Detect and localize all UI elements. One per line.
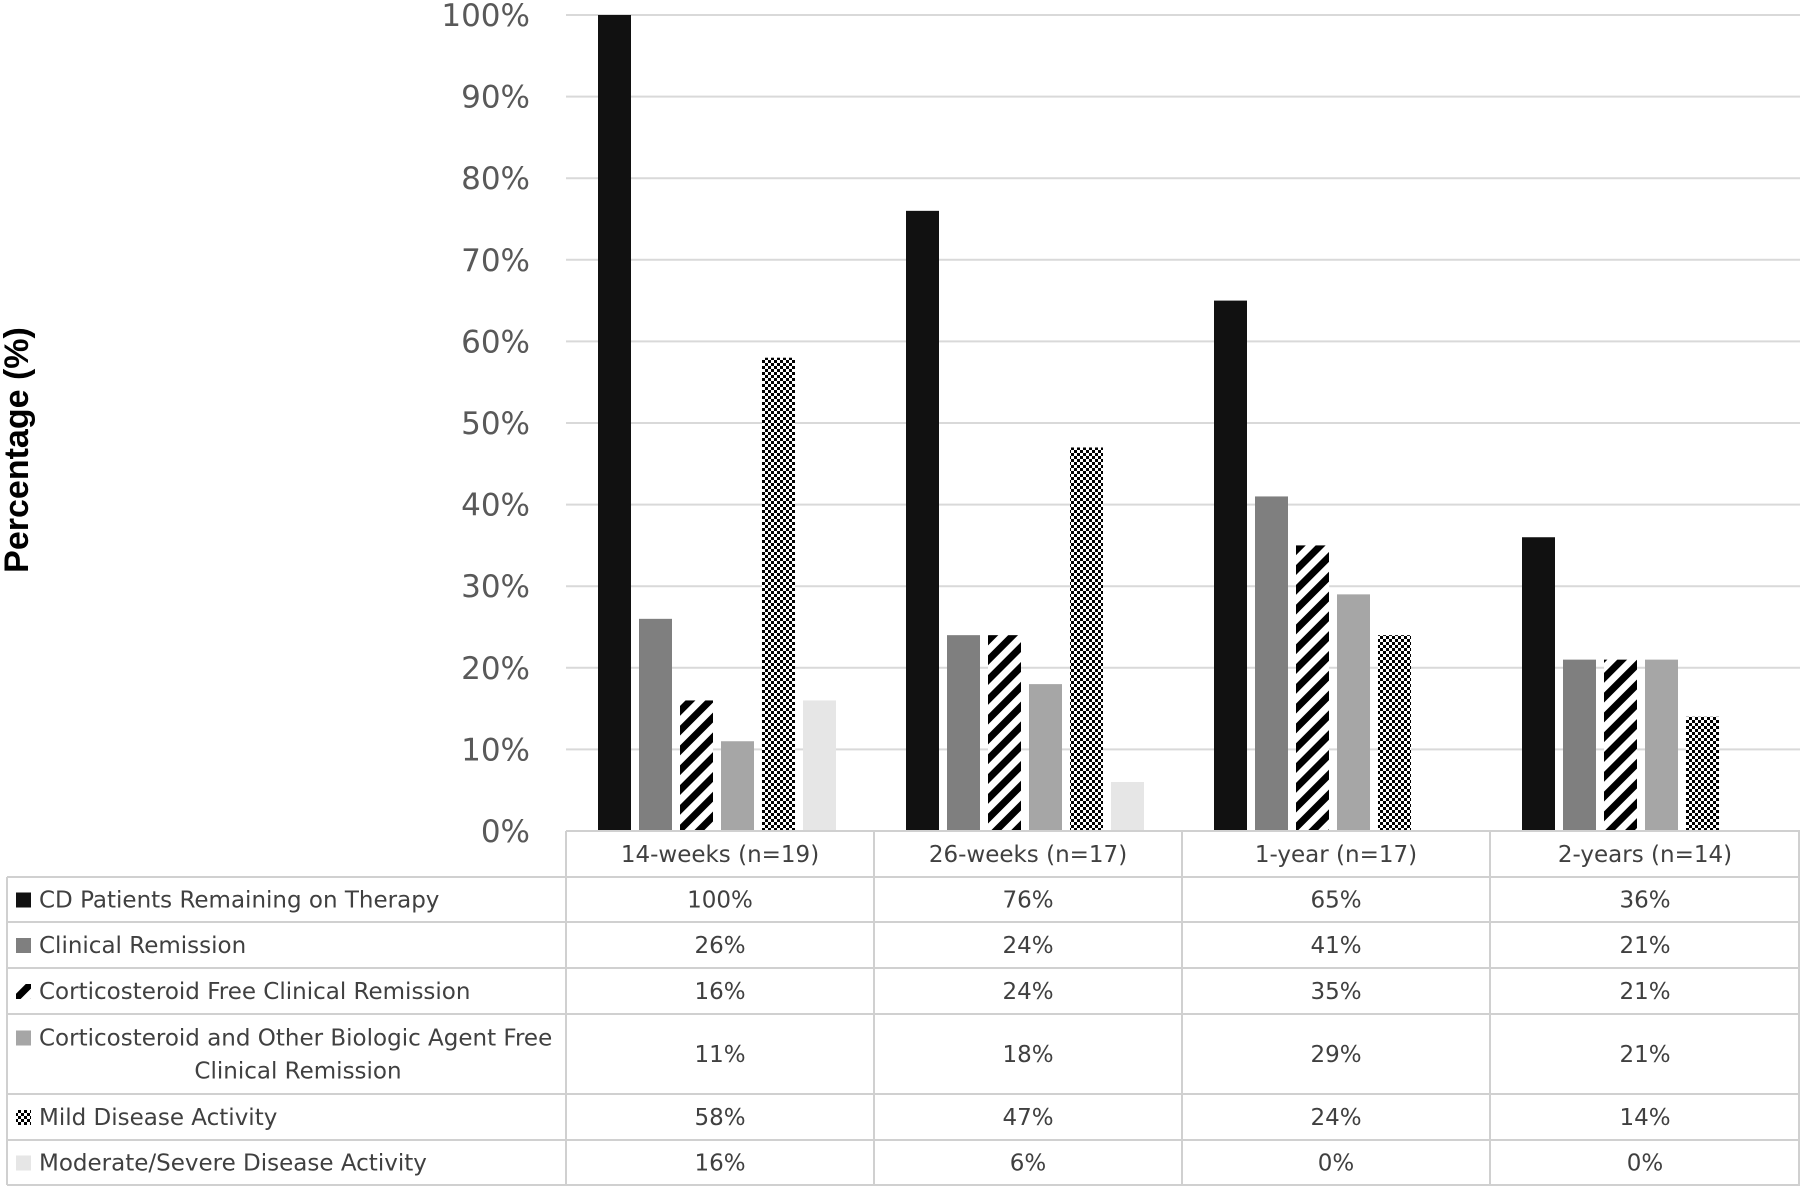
table-cell-value: 35% [1310,979,1361,1005]
table-cell-value: 24% [1002,933,1053,959]
table-cell-value: 11% [694,1042,745,1068]
y-axis-ticks: 0% 10% 20% 30% 40% 50% 60% 70% 80% 90% 100% [441,0,530,850]
bar [1070,447,1103,831]
bar [1378,635,1411,831]
data-table: 14-weeks (n=19) 26-weeks (n=17) 1-year (n=… [6,830,1800,1186]
table-cell-value: 24% [1310,1105,1361,1131]
bar [1214,300,1247,832]
series-name: Mild Disease Activity [39,1105,277,1131]
y-tick-label: 30% [461,569,530,605]
series-name: Moderate/Severe Disease Activity [39,1151,427,1177]
bar [1563,659,1596,831]
bar [1296,545,1329,831]
table-cell-value: 21% [1619,979,1670,1005]
table-cell-value: 65% [1310,888,1361,914]
bar [762,357,795,831]
table-cell-value: 21% [1619,1042,1670,1068]
bar [639,618,672,831]
bar [1686,716,1719,831]
table-cell-value: 0% [1318,1151,1355,1177]
table-cell-value: 41% [1310,933,1361,959]
table-cell-value: 58% [694,1105,745,1131]
bar [1337,594,1370,831]
bar [1111,782,1144,831]
y-tick-label: 60% [461,324,530,360]
table-cell-value: 18% [1002,1042,1053,1068]
legend-swatch [16,1155,31,1171]
bar [803,700,836,831]
y-tick-label: 40% [461,488,530,524]
y-tick-label: 50% [461,406,530,442]
y-tick-label: 100% [441,0,530,34]
y-tick-label: 80% [461,161,530,197]
series-name: Clinical Remission [39,933,246,959]
table-cell-value: 24% [1002,979,1053,1005]
legend-swatch [16,984,31,999]
bar [598,15,631,831]
series-name: Corticosteroid Free Clinical Remission [39,979,470,1005]
y-tick-label: 20% [461,651,530,687]
legend-swatch [16,1110,31,1125]
bar [680,700,713,831]
bar [1255,496,1288,831]
table-cell-value: 16% [694,1151,745,1177]
table-cell-value: 36% [1619,888,1670,914]
bar [1645,659,1678,831]
y-tick-label: 0% [481,814,530,850]
x-category-label: 26-weeks (n=17) [929,842,1127,868]
table-cell-value: 0% [1627,1151,1664,1177]
series-name: Corticosteroid and Other Biologic Agent … [39,1026,552,1052]
table-cell-value: 100% [687,888,753,914]
series-name: Clinical Remission [194,1059,401,1085]
table-cell-value: 6% [1010,1151,1047,1177]
table-cell-value: 16% [694,979,745,1005]
y-tick-label: 90% [461,80,530,116]
table-cell-value: 26% [694,933,745,959]
table-cell-value: 14% [1619,1105,1670,1131]
table-cell-value: 76% [1002,888,1053,914]
y-tick-label: 10% [461,732,530,768]
y-axis-label: Percentage (%) [0,327,36,573]
x-category-label: 2-years (n=14) [1558,842,1732,868]
x-category-label: 1-year (n=17) [1255,842,1417,868]
series-name: CD Patients Remaining on Therapy [39,888,439,914]
bar [721,741,754,831]
legend-swatch [16,892,31,908]
bars [598,15,1719,832]
bar [1522,537,1555,831]
table-cell-value: 29% [1310,1042,1361,1068]
legend-swatch [16,1030,31,1046]
bar [988,635,1021,831]
bar [906,210,939,832]
bar [1029,684,1062,831]
table-cell-value: 47% [1002,1105,1053,1131]
x-category-label: 14-weeks (n=19) [621,842,819,868]
legend-swatch [16,938,31,953]
table-cell-value: 21% [1619,933,1670,959]
y-tick-label: 70% [461,243,530,279]
bar [1604,659,1637,831]
bar [947,635,980,831]
